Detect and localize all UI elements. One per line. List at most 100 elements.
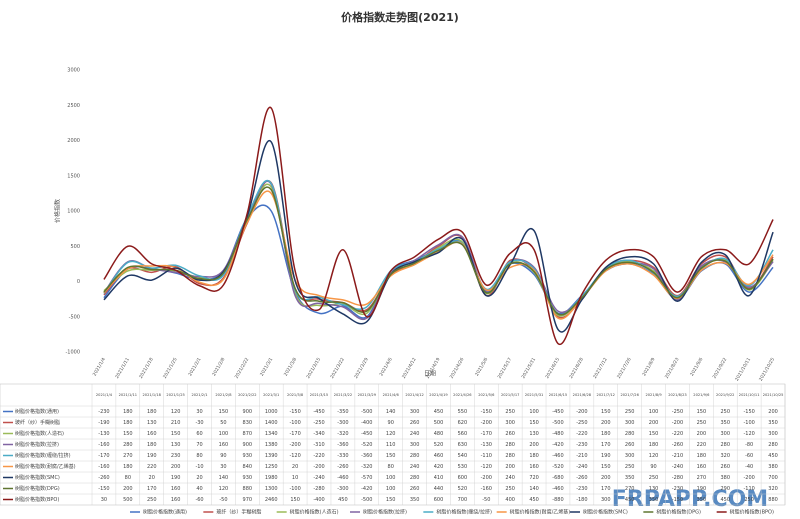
table-cell: 200 [601,420,611,426]
table-cell: 180 [147,442,157,448]
table-cell: 1340 [265,431,278,437]
table-cell: 150 [123,431,133,437]
table-cell: 250 [625,409,635,415]
table-cell: 220 [697,442,707,448]
table-cell: 260 [505,431,515,437]
table-cell: -220 [672,431,683,437]
table-cell: 300 [625,453,635,459]
table-cell: 80 [196,453,202,459]
table-cell: 150 [171,431,181,437]
table-cell: 100 [386,475,396,481]
table-cell: 180 [529,453,539,459]
table-cell: 1980 [265,475,278,481]
table-cell: 520 [434,442,444,448]
legend-label: 树脂价格指数(BPO) [730,509,774,516]
table-header: 2021/7/26 [620,393,639,397]
table-cell: 450 [625,497,635,503]
table-cell: 90 [220,453,226,459]
table-cell: 300 [720,431,730,437]
table-cell: -240 [313,475,324,481]
x-tick-label: 2021/2/22 [234,357,251,380]
table-cell: -210 [576,453,587,459]
table-cell: 30 [101,497,107,503]
x-tick-label: 2021/7/12 [592,357,609,380]
table-cell: -130 [98,431,109,437]
table-cell: 240 [505,475,515,481]
table-header: 2021/2/8 [215,393,232,397]
table-cell: -120 [743,431,754,437]
table-cell: -10 [195,464,203,470]
legend-label: 树脂价格指数(拉挤) [363,509,407,516]
table-cell: 250 [697,420,707,426]
table-cell: 900 [243,442,253,448]
table-cell: 120 [386,431,396,437]
table-cell: -100 [289,420,300,426]
table-cell: 260 [410,486,420,492]
table-cell: -350 [337,409,348,415]
table-cell: 180 [123,420,133,426]
table-header: 2021/1/4 [96,393,113,397]
table-cell: -260 [576,475,587,481]
table-cell: -120 [481,464,492,470]
series-line [103,180,774,319]
table-cell: 80 [388,464,394,470]
table-cell: -420 [361,486,372,492]
table-cell: -150 [481,409,492,415]
table-header: 2021/2/22 [238,393,256,397]
x-tick-label: 2021/3/15 [305,357,322,380]
y-tick-label: 2000 [67,138,80,144]
table-cell: 350 [720,420,730,426]
table-cell: 180 [123,464,133,470]
table-cell: 530 [458,464,468,470]
table-row-label: 玻纤（纱）手糊树脂 [15,419,60,426]
x-tick-label: 2021/10/11 [734,357,752,383]
table-cell: 870 [243,431,253,437]
table-cell: 250 [649,475,659,481]
table-cell: 200 [529,442,539,448]
table-cell: 240 [410,431,420,437]
table-cell: 90 [650,464,656,470]
table-cell: 450 [529,497,539,503]
table-row-label: 树脂价格指数(BPO) [15,496,59,503]
table-cell: -60 [195,497,203,503]
table-cell: 280 [625,431,635,437]
table-cell: -30 [195,420,203,426]
table-cell: 720 [529,475,539,481]
table-cell: 420 [434,464,444,470]
table-cell: -110 [743,486,754,492]
table-cell: 350 [697,497,707,503]
table-cell: 110 [386,442,396,448]
table-cell: 280 [505,453,515,459]
table-cell: 250 [505,486,515,492]
table-cell: 120 [171,409,181,415]
table-cell: 150 [697,409,707,415]
table-header: 2021/8/23 [668,393,686,397]
table-cell: 160 [171,497,181,503]
x-axis-title: 日期 [424,370,436,378]
y-tick-label: 1500 [67,173,80,179]
table-cell: 100 [529,409,539,415]
x-tick-label: 2021/4/26 [449,357,466,380]
y-tick-label: -500 [69,314,80,320]
table-cell: 450 [338,497,348,503]
x-tick-label: 2021/9/6 [689,357,704,378]
table-header: 2021/3/22 [334,393,352,397]
table-cell: 250 [744,497,754,503]
x-tick-label: 2021/7/26 [616,357,633,380]
table-cell: 380 [720,475,730,481]
table-cell: 930 [243,453,253,459]
table-cell: 20 [149,475,155,481]
table-cell: 180 [697,453,707,459]
table-cell: 230 [171,453,181,459]
table-cell: -250 [313,420,324,426]
table-cell: -220 [576,431,587,437]
table-cell: -500 [552,420,563,426]
table-cell: 160 [529,464,539,470]
table-cell: -150 [289,409,300,415]
legend-label: 树脂价格指数(缠绕/拉挤) [436,509,492,516]
x-tick-label: 2021/5/17 [496,357,513,380]
table-cell: 560 [458,431,468,437]
table-header: 2021/9/6 [693,393,710,397]
table-cell: 280 [123,442,133,448]
table-cell: 620 [458,420,468,426]
